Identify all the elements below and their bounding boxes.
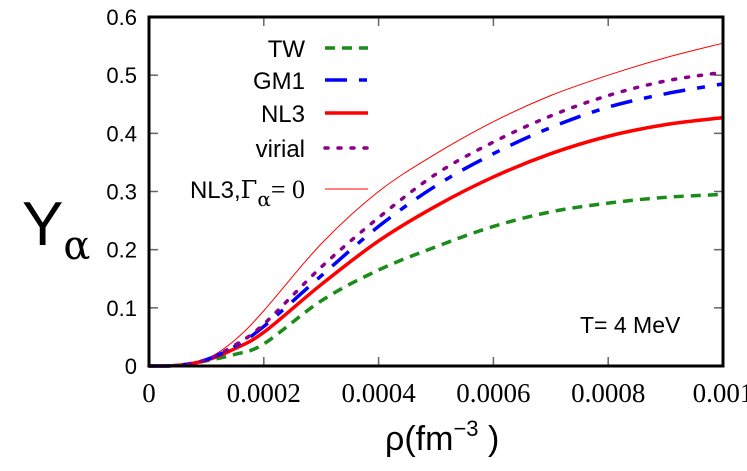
y-tick-label: 0.3 [106, 180, 137, 205]
series-line-gm1 [148, 82, 724, 368]
x-tick-label: 0.001 [693, 378, 747, 408]
y-tick-label: 0.6 [106, 5, 137, 30]
x-tick-label: 0.0006 [456, 378, 530, 408]
legend: TW GM1 NL3 virial NL3,Γα= 0 [190, 36, 370, 211]
y-tick-label: 0.1 [106, 296, 137, 321]
legend-label: virial [256, 136, 305, 163]
legend-label: NL3,Γα= 0 [190, 175, 305, 211]
temperature-annotation: T= 4 MeV [580, 312, 681, 338]
x-tick-label: 0.0002 [227, 378, 301, 408]
legend-label: GM1 [253, 68, 305, 95]
x-tick-label: 0.0008 [571, 378, 645, 408]
x-axis-label: ρ(fm−3 ) [385, 416, 499, 458]
y-tick-label: 0 [125, 354, 137, 379]
series-lines [147, 42, 725, 368]
tick-labels: 0 0.0002 0.0004 0.0006 0.0008 0.001 0 0.1 0.2 0.3… [106, 5, 747, 408]
y-tick-label: 0.5 [106, 63, 137, 88]
y-axis-label: Yα [22, 190, 90, 269]
plot-frame [147, 15, 725, 368]
y-tick-label: 0.2 [106, 238, 137, 263]
legend-label: TW [268, 36, 306, 63]
x-tick-label: 0.0004 [341, 378, 416, 408]
series-line-virial [147, 70, 725, 368]
legend-label: NL3 [261, 101, 305, 128]
x-tick-label: 0 [142, 378, 156, 408]
y-tick-label: 0.4 [106, 121, 137, 146]
